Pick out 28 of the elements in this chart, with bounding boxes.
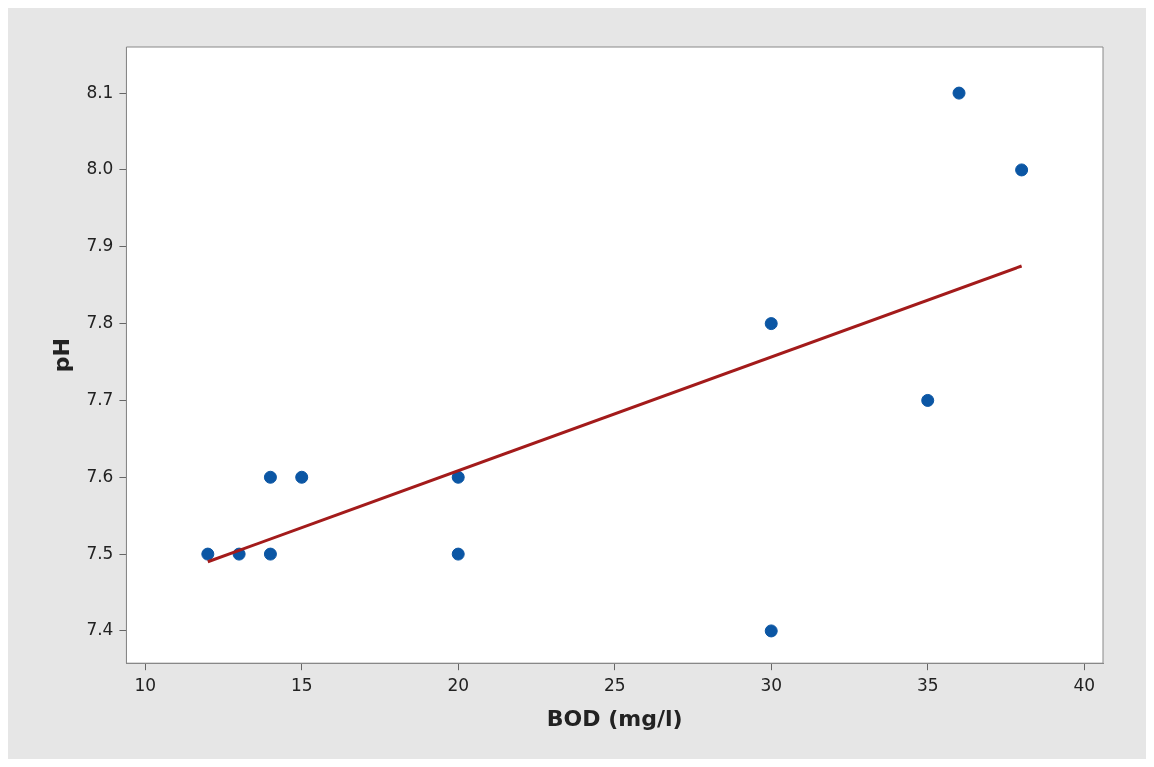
x-tick-label: 35 — [916, 674, 939, 695]
y-axis-title: pH — [48, 338, 74, 373]
y-tick-label: 7.8 — [86, 312, 114, 333]
x-tick-label: 10 — [134, 674, 157, 695]
y-tick-label: 7.9 — [86, 235, 114, 256]
y-tick-label: 7.7 — [86, 388, 114, 409]
x-axis-title: BOD (mg/l) — [546, 705, 683, 731]
y-tick-label: 7.4 — [86, 619, 114, 640]
x-tick-label: 15 — [290, 674, 313, 695]
x-tick-label: 30 — [760, 674, 783, 695]
point — [764, 624, 778, 638]
x-tick-label: 20 — [447, 674, 470, 695]
y-tick-label: 7.6 — [86, 465, 114, 486]
point — [451, 547, 465, 561]
y-tick-label: 8.1 — [86, 81, 114, 102]
point — [451, 470, 465, 484]
point — [201, 547, 215, 561]
point — [1015, 163, 1029, 177]
point — [764, 317, 778, 331]
y-tick-label: 8.0 — [86, 158, 114, 179]
x-tick-label: 25 — [603, 674, 626, 695]
point — [921, 393, 935, 407]
point — [263, 547, 277, 561]
point — [952, 86, 966, 100]
x-tick-label: 40 — [1073, 674, 1096, 695]
y-tick-label: 7.5 — [86, 542, 114, 563]
point — [263, 470, 277, 484]
point — [295, 470, 309, 484]
